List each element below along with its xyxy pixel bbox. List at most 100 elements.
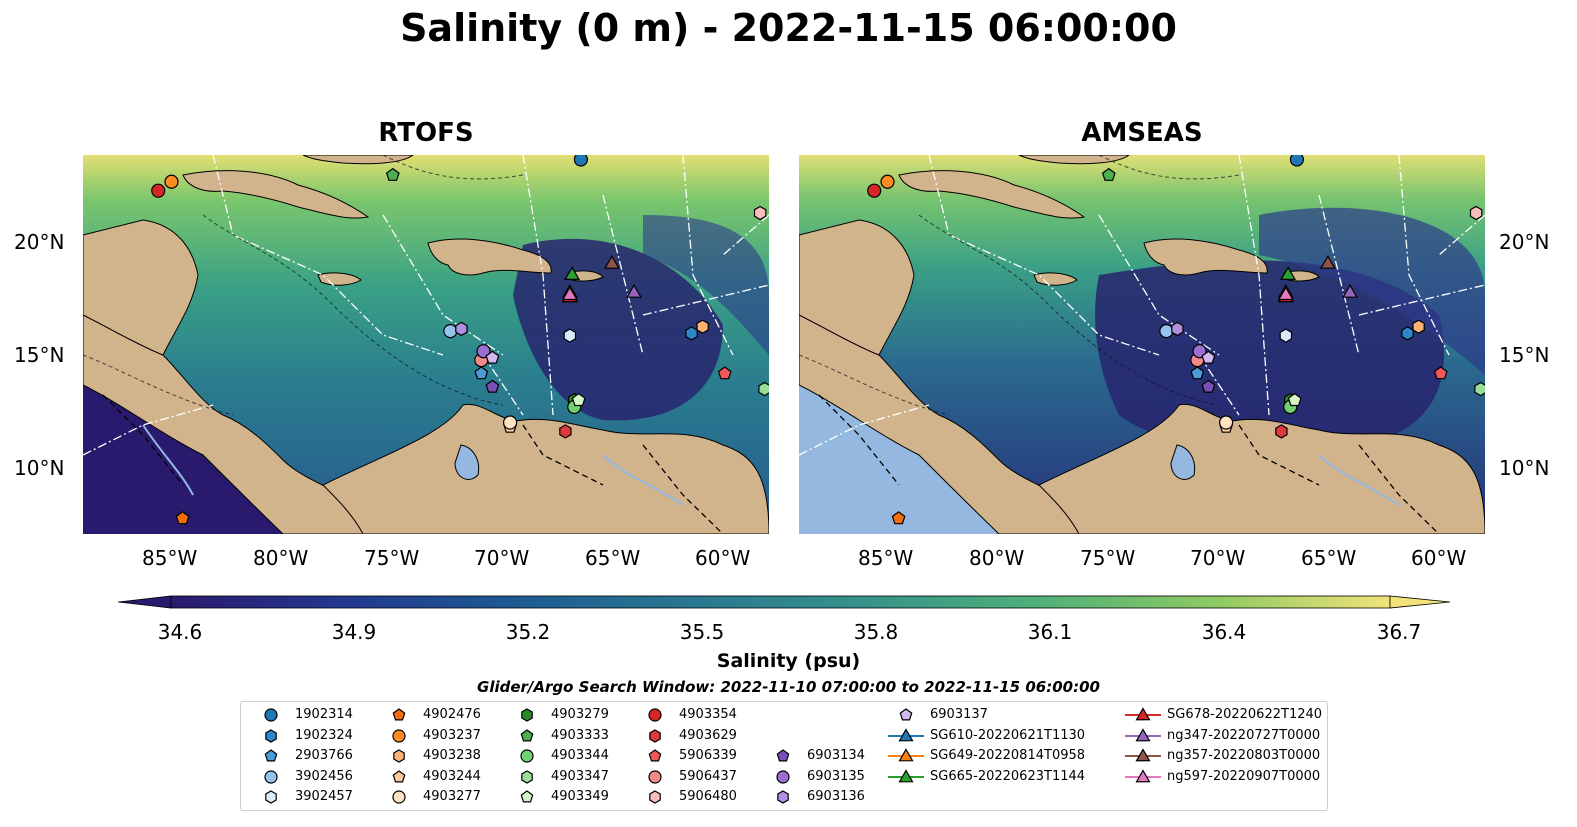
marker-4903347: [1474, 381, 1485, 397]
marker-1902314: [573, 155, 589, 167]
marker-4903238: [1412, 319, 1425, 334]
marker-5906339: [717, 366, 732, 380]
legend-marker-2903766: [264, 749, 278, 762]
legend-marker-4903333: [520, 728, 534, 741]
legend-marker-4903277: [392, 790, 406, 804]
colorbar-tick: 34.9: [331, 620, 377, 644]
colorbar-tick: 36.7: [1376, 620, 1422, 644]
legend-label: 4903349: [551, 789, 609, 804]
colorbar-label: Salinity (psu): [716, 650, 861, 672]
marker-6903134: [1201, 379, 1216, 393]
political-borders: [102, 394, 724, 534]
legend-label: 4903333: [551, 727, 609, 743]
legend-label: 4903279: [551, 707, 609, 722]
legend-marker-ng347-20220727t0000: [1125, 727, 1161, 741]
land-jamaica: [1033, 272, 1078, 286]
marker-5906480: [1469, 205, 1483, 221]
map-amseas: [799, 155, 1485, 534]
marker-6903137: [485, 350, 500, 364]
legend-marker-1902324: [265, 728, 277, 743]
eez-boundaries: [83, 155, 769, 456]
figure-title: Salinity (0 m) - 2022-11-15 06:00:00: [400, 6, 1177, 50]
lon-label-right: 60°W: [1411, 546, 1467, 570]
legend: 1902314 1902324 2903766 3902456 3902457 49024…: [240, 701, 1328, 811]
marker-ng357-20220803t0000: [603, 254, 620, 269]
marker-ng347-20220727t0000: [626, 283, 642, 298]
lake-maracaibo: [454, 444, 480, 480]
lat-label-left: 20°N: [14, 230, 65, 254]
legend-marker-4903238: [393, 749, 405, 763]
lon-label-left: 70°W: [474, 546, 530, 570]
marker-4902476: [175, 511, 190, 525]
marker-6903136: [455, 321, 468, 337]
legend-label: 4903244: [423, 768, 481, 784]
legend-marker-6903137: [899, 708, 913, 721]
land-south-america: [322, 403, 769, 534]
marker-4903277: [502, 415, 518, 430]
colorbar: [118, 595, 1450, 609]
legend-label: 5906480: [679, 789, 737, 804]
legend-marker-4903244: [392, 769, 406, 782]
land-yucatan: [799, 219, 915, 356]
marker-3902456: [1159, 324, 1174, 339]
lat-label-left: 15°N: [14, 343, 65, 367]
legend-label: 4902476: [423, 707, 481, 722]
legend-marker-sg678-20220622t1240: [1125, 707, 1161, 721]
panel-title-rtofs: RTOFS: [378, 118, 474, 148]
fresh-water-region: [1095, 260, 1445, 449]
panel-title-amseas: AMSEAS: [1081, 118, 1203, 148]
marker-4903237: [164, 174, 179, 189]
fresh-water-region: [1259, 207, 1485, 375]
legend-label: 5906339: [679, 748, 737, 763]
legend-marker-sg649-20220814t0958: [888, 748, 924, 762]
legend-marker-sg610-20220621t1130: [888, 727, 924, 741]
lat-label-left: 10°N: [14, 456, 65, 480]
land-hispaniola: [1143, 238, 1268, 276]
marker-4903347: [758, 381, 769, 397]
legend-label: SG649-20220814T0958: [930, 748, 1086, 763]
legend-marker-4903354: [648, 708, 662, 722]
legend-marker-5906480: [649, 790, 661, 804]
marker-ng347-20220727t0000: [1342, 283, 1358, 298]
colorbar-tick: 36.1: [1027, 620, 1073, 644]
legend-label: 2903766: [295, 748, 353, 763]
legend-label: 4903344: [551, 748, 609, 763]
marker-3902457: [563, 328, 577, 343]
land-cuba: [182, 170, 370, 219]
legend-label: 4903277: [423, 789, 481, 804]
marker-ng597-20220907t0000: [1277, 286, 1294, 301]
lon-label-right: 75°W: [1080, 546, 1136, 570]
marker-4903354: [867, 183, 882, 198]
colorbar-tick: 35.8: [853, 620, 899, 644]
colorbar-extend-low: [118, 595, 172, 609]
rivers: [142, 424, 684, 506]
colorbar-body: [170, 595, 1391, 609]
legend-label: 3902457: [295, 789, 353, 804]
political-borders: [818, 394, 1440, 534]
legend-label: ng597-20220907T0000: [1167, 768, 1321, 784]
colorbar-tick: 35.5: [679, 620, 725, 644]
legend-label: 4903629: [679, 727, 737, 743]
land-yucatan: [83, 219, 199, 356]
legend-label: 6903134: [807, 748, 865, 763]
marker-4903238: [696, 319, 709, 334]
fresh-water-region: [513, 238, 723, 421]
marker-5906480: [753, 205, 767, 221]
lat-label-right: 10°N: [1499, 456, 1550, 480]
legend-label: 4903238: [423, 748, 481, 763]
legend-label: 5906437: [679, 768, 737, 784]
marker-4903349: [571, 392, 586, 407]
legend-marker-4903279: [521, 708, 533, 722]
marker-ng597-20220907t0000: [561, 286, 578, 301]
land-bahamas: [302, 155, 414, 165]
marker-4902476: [891, 511, 906, 525]
marker-1902324: [1401, 326, 1414, 341]
marker-6903136: [1171, 321, 1184, 337]
legend-marker-1902314: [264, 708, 278, 722]
markers-rtofs: [151, 155, 769, 525]
lake-maracaibo: [1170, 444, 1196, 480]
marker-sg665-20220623t1144: [564, 266, 581, 281]
legend-marker-5906437: [648, 769, 662, 784]
legend-label: 1902314: [295, 707, 353, 722]
legend-marker-4903237: [392, 728, 406, 743]
